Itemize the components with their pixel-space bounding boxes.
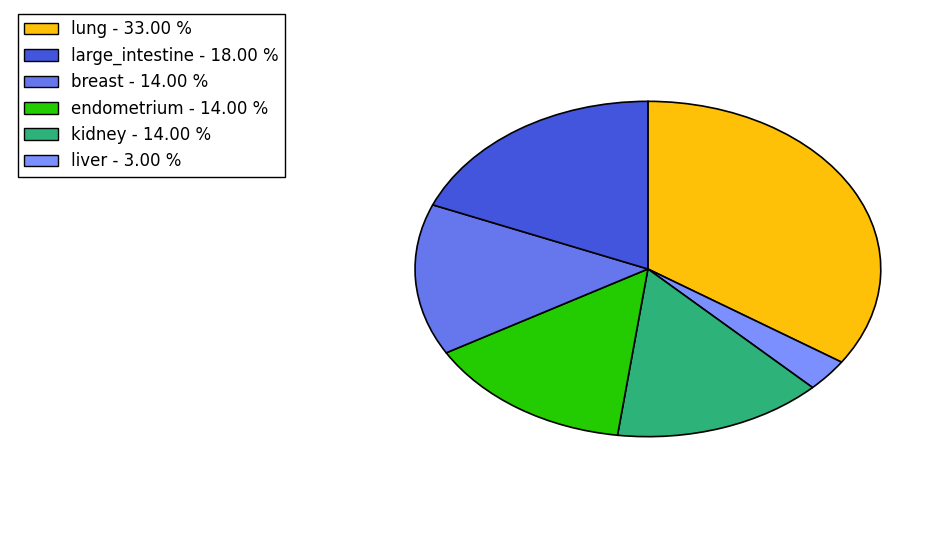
Wedge shape	[446, 269, 648, 435]
Wedge shape	[648, 101, 881, 362]
Wedge shape	[618, 269, 812, 437]
Wedge shape	[648, 269, 841, 387]
Legend: lung - 33.00 %, large_intestine - 18.00 %, breast - 14.00 %, endometrium - 14.00: lung - 33.00 %, large_intestine - 18.00 …	[18, 13, 285, 177]
Wedge shape	[415, 205, 648, 353]
Wedge shape	[433, 101, 648, 269]
